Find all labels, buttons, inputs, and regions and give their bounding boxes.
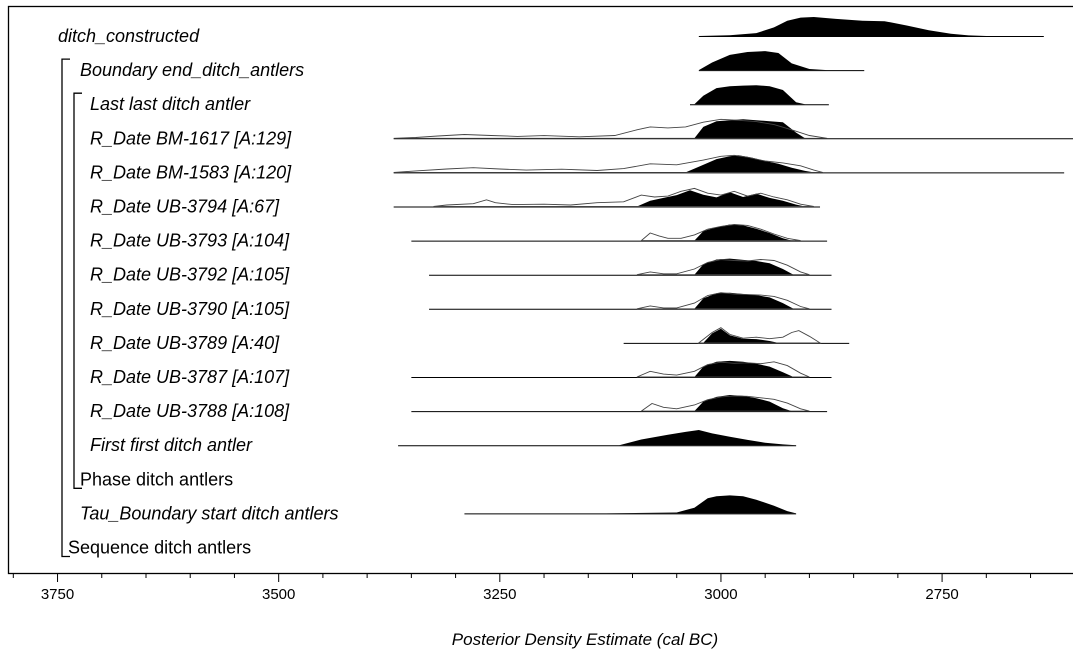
row-label: R_Date UB-3792 [A:105] (90, 265, 290, 285)
x-tick-label: 2750 (925, 586, 958, 603)
row-label: Phase ditch antlers (80, 469, 233, 489)
posterior-density (606, 495, 796, 513)
model-brackets (62, 59, 82, 556)
posterior-density (694, 225, 791, 241)
row-label: First first ditch antler (90, 435, 253, 455)
row-label: R_Date UB-3789 [A:40] (90, 333, 280, 353)
posterior-density (619, 430, 796, 445)
posterior-density (699, 17, 987, 36)
row-label: Sequence ditch antlers (68, 538, 251, 558)
posterior-density (694, 395, 791, 411)
row-label: Last last ditch antler (90, 94, 251, 114)
row-label: R_Date BM-1617 [A:129] (90, 128, 292, 148)
distributions (394, 17, 1073, 514)
row-label: R_Date UB-3793 [A:104] (90, 231, 290, 251)
x-tick-label: 3000 (704, 586, 737, 603)
x-tick-label: 3750 (41, 586, 74, 603)
row-label: R_Date UB-3794 [A:67] (90, 197, 280, 217)
row-label: ditch_constructed (58, 26, 200, 46)
row-label: Boundary end_ditch_antlers (80, 60, 304, 80)
sequence-bracket (62, 59, 70, 556)
row-label: R_Date UB-3788 [A:108] (90, 401, 290, 421)
x-tick-label: 3500 (262, 586, 295, 603)
row-label: R_Date UB-3790 [A:105] (90, 299, 290, 319)
x-axis-label: Posterior Density Estimate (cal BC) (452, 630, 718, 649)
phase-bracket (74, 93, 82, 488)
row-label: R_Date UB-3787 [A:107] (90, 367, 290, 387)
row-labels: ditch_constructed Boundary end_ditch_antl… (58, 26, 339, 558)
row-label: R_Date BM-1583 [A:120] (90, 162, 292, 182)
row-label: Tau_Boundary start ditch antlers (80, 503, 339, 523)
x-axis: 3750 3500 3250 3000 2750 (13, 573, 1030, 603)
x-tick-label: 3250 (483, 586, 516, 603)
posterior-density (699, 51, 827, 70)
posterior-density (694, 85, 805, 104)
